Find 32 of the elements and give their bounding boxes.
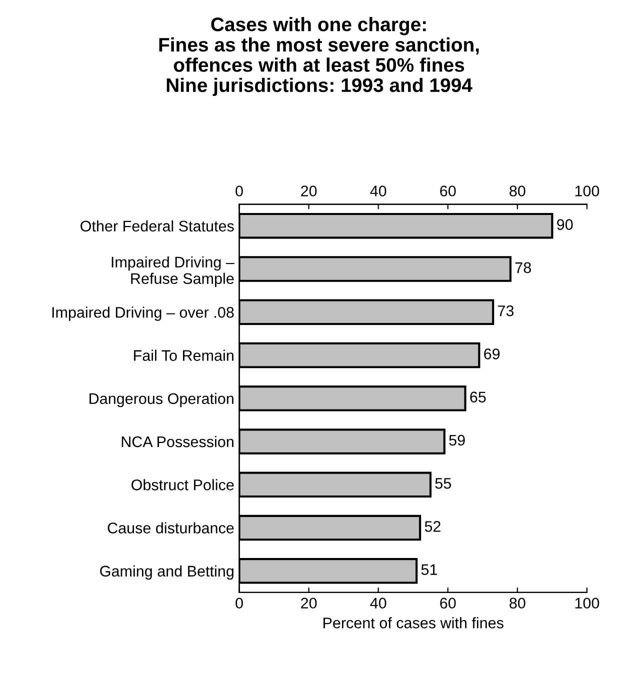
y-tick-label: NCA Possession [122, 436, 234, 448]
x2-tick-label: 80 [510, 186, 526, 196]
x-tick-label: 40 [370, 598, 386, 609]
y-tick-label: Fail To Remain [134, 350, 234, 361]
x2-tick-label: 20 [301, 186, 317, 196]
x2-tick-label: 40 [370, 186, 386, 196]
x-tick-label: 0 [236, 598, 243, 609]
x-axis-title: Percent of cases with fines [324, 617, 504, 628]
x-tick-label: 100 [575, 598, 600, 609]
x2-tick-label: 60 [440, 186, 456, 196]
x-tick-label: 60 [440, 598, 456, 609]
x-tick-label: 80 [510, 598, 526, 609]
x-tick-label: 20 [301, 598, 317, 609]
data-label: 55 [435, 478, 452, 489]
data-label: 51 [421, 564, 437, 576]
data-label: 59 [449, 434, 465, 446]
y-tick-label: Gaming and Betting [100, 565, 234, 580]
y-tick-label: Cause disturbance [108, 522, 234, 534]
data-label: 90 [557, 219, 573, 230]
y-tick-label: Dangerous Operation [90, 392, 234, 408]
x2-tick-label: 0 [236, 186, 243, 196]
y-tick-label: Impaired Driving – Refuse Sample [112, 256, 234, 288]
chart-title: Cases with one charge: Fines as the most severe sanction, offences with at least 50% fines Nine jurisdictions: 1993 and 1994 [159, 17, 479, 96]
data-label: 65 [470, 392, 486, 402]
y-tick-label: Obstruct Police [132, 479, 234, 490]
y-tick-label: Other Federal Statutes [80, 220, 234, 232]
data-label: 69 [484, 348, 500, 360]
x2-tick-label: 100 [575, 186, 600, 196]
y-tick-label: Impaired Driving – over .08 [52, 306, 234, 321]
data-label: 78 [515, 262, 531, 274]
data-label: 73 [498, 305, 514, 316]
data-label: 52 [424, 521, 440, 532]
